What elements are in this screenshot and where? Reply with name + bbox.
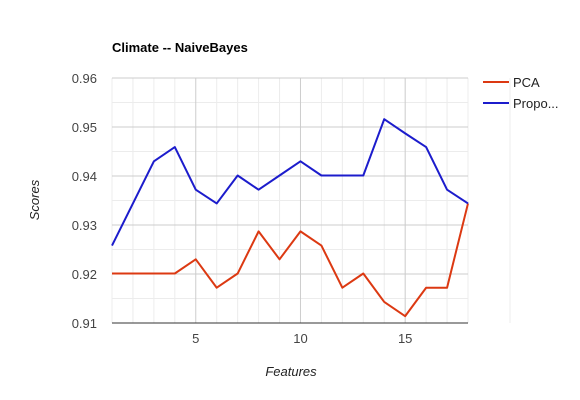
series-line-2 [111,118,469,247]
y-tick-label: 0.94 [72,169,97,184]
y-tick-label: 0.93 [72,218,97,233]
series-line-1 [112,203,469,318]
y-axis-label: Scores [27,179,42,220]
tick-labels: 0.91 0.92 0.93 0.94 0.95 0.96 5 10 15 [72,71,413,346]
y-tick-label: 0.92 [72,267,97,282]
y-tick-label: 0.91 [72,316,97,331]
x-tick-label: 15 [398,331,412,346]
y-tick-label: 0.96 [72,71,97,86]
series-layer [111,118,469,318]
x-tick-label: 10 [293,331,307,346]
chart-title: Climate -- NaiveBayes [112,40,248,55]
y-tick-label: 0.95 [72,120,97,135]
grid [111,77,511,324]
legend-label: PCA [513,75,540,90]
legend-label: Propo... [513,96,559,111]
legend: PCA Propo... [483,75,559,111]
x-axis-label: Features [265,364,317,379]
x-tick-label: 5 [192,331,199,346]
